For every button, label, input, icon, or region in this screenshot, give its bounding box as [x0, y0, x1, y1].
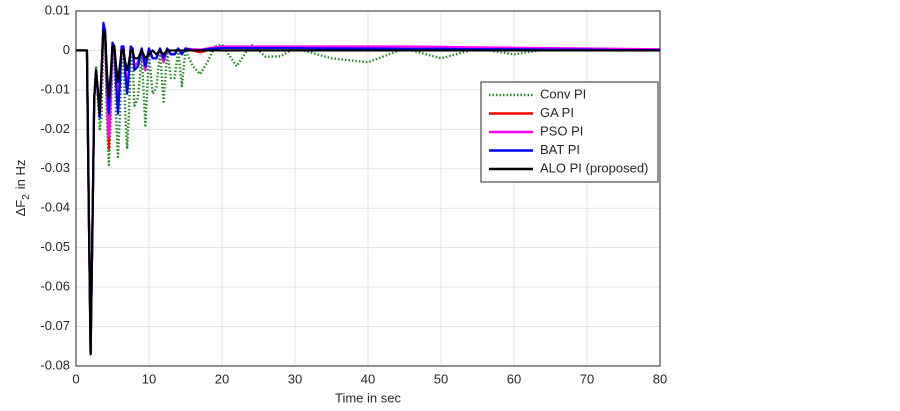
y-tick-label: -0.06 [40, 279, 70, 294]
y-label-suffix: in Hz [13, 160, 28, 190]
y-tick-label: -0.08 [40, 357, 70, 372]
axes-frame [75, 10, 661, 367]
x-tick-label: 10 [142, 371, 156, 386]
legend-label: GA PI [540, 105, 574, 120]
y-tick-label: -0.01 [40, 81, 70, 96]
x-tick-label: 0 [72, 371, 79, 386]
y-tick-label: -0.07 [40, 318, 70, 333]
legend-label: PSO PI [540, 123, 583, 138]
x-tick-label: 30 [288, 371, 302, 386]
x-tick-label: 50 [434, 371, 448, 386]
legend-label: ALO PI (proposed) [540, 160, 648, 175]
y-tick-label: -0.05 [40, 239, 70, 254]
y-tick-label: -0.02 [40, 121, 70, 136]
y-label-main: ΔF [13, 200, 28, 217]
y-axis-label: ΔF2 in Hz [13, 160, 31, 217]
series-line [76, 37, 660, 352]
y-label-sub: 2 [21, 194, 32, 200]
y-tick-label: -0.04 [40, 200, 70, 215]
x-axis-label: Time in sec [335, 390, 401, 405]
legend: Conv PI GA PI PSO PI BAT PI ALO PI (proposed… [480, 81, 659, 183]
y-tick-label: 0.01 [45, 2, 70, 17]
x-tick-label: 60 [507, 371, 521, 386]
y-tick-label: -0.03 [40, 160, 70, 175]
x-tick-label: 40 [361, 371, 375, 386]
legend-label: Conv PI [540, 86, 586, 101]
legend-label: BAT PI [540, 142, 580, 157]
x-tick-label: 70 [580, 371, 594, 386]
series-line [76, 29, 660, 356]
x-tick-label: 20 [215, 371, 229, 386]
y-tick-label: 0 [63, 42, 70, 57]
x-tick-label: 80 [653, 371, 667, 386]
